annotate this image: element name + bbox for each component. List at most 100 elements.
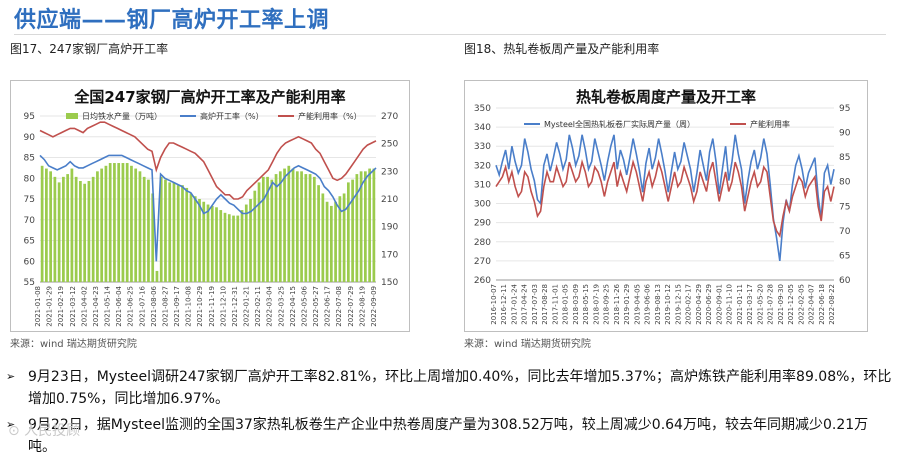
- bar: [210, 205, 214, 282]
- bar: [274, 174, 278, 282]
- x-axis-tick-label: 2017-08-28: [541, 284, 549, 325]
- x-axis-tick-label: 2021-10-29: [196, 286, 204, 327]
- bar: [155, 270, 159, 282]
- x-axis-tick-label: 2021-08-06: [150, 285, 158, 326]
- x-axis-tick-label: 2018-01-05: [562, 284, 570, 325]
- figure-17-label: 图17、247家钢厂高炉开工率: [10, 42, 169, 56]
- bar: [185, 187, 189, 282]
- bar: [236, 215, 240, 282]
- x-axis-tick-label: 2022-05-27: [312, 286, 320, 327]
- bar: [304, 174, 308, 282]
- x-axis-tick-label: 2021-04-02: [80, 286, 88, 327]
- right-axis-tick-label: 230: [381, 167, 398, 177]
- bar: [346, 182, 350, 282]
- x-axis-tick-label: 2021-07-28: [767, 284, 775, 325]
- bar: [96, 171, 99, 282]
- x-axis-tick-label: 2021-12-10: [219, 286, 227, 327]
- bullet-1-text: 9月23日，Mysteel调研247家钢厂高炉开工率82.81%，环比上周增加0…: [28, 369, 892, 407]
- bar: [215, 207, 218, 282]
- right-axis-tick-label: 80: [839, 178, 851, 188]
- bar: [113, 163, 116, 282]
- left-axis-tick-label: 280: [474, 238, 491, 248]
- bar: [172, 182, 176, 282]
- left-axis-tick-label: 90: [24, 133, 36, 143]
- left-axis-tick-label: 340: [474, 123, 491, 133]
- x-axis-tick-label: 2018-07-19: [592, 284, 600, 325]
- left-axis-tick-label: 75: [24, 195, 35, 205]
- series-line-capacity-utilization: [495, 159, 835, 238]
- bar: [151, 193, 155, 282]
- figure-17-source: 来源：wind 瑞达期货研究院: [10, 339, 137, 350]
- right-axis-tick-label: 65: [839, 251, 850, 261]
- x-axis-tick-label: 2019-10-12: [664, 284, 672, 325]
- bar: [334, 201, 337, 282]
- left-axis-tick-label: 290: [474, 219, 491, 229]
- legend-label: 日均铁水产量（万吨）: [82, 111, 162, 121]
- chart-title: 全国247家钢厂高炉开工率及产能利用率: [73, 88, 345, 106]
- x-axis-tick-label: 2021-11-19: [208, 286, 216, 327]
- x-axis-tick-label: 2017-01-24: [510, 283, 518, 324]
- bar: [312, 176, 316, 282]
- bar: [329, 205, 333, 282]
- watermark-logo: ⊙ 人民投顾: [8, 423, 81, 439]
- legend-label: Mysteel全国热轧板卷厂实际周产量（周）: [544, 119, 695, 129]
- bar: [266, 176, 269, 282]
- x-axis-tick-label: 2016-10-07: [490, 284, 498, 325]
- left-axis-tick-label: 270: [474, 257, 491, 267]
- bar: [130, 165, 133, 282]
- x-axis-tick-label: 2021-01-11: [736, 284, 744, 325]
- title-divider: [14, 34, 886, 35]
- left-axis-tick-label: 70: [24, 216, 36, 226]
- x-axis-tick-label: 2019-01-29: [623, 284, 631, 325]
- left-axis-tick-label: 350: [474, 104, 491, 114]
- right-axis-tick-label: 190: [381, 223, 398, 233]
- bar: [223, 212, 227, 282]
- x-axis-tick-label: 2021-05-14: [104, 285, 112, 326]
- bar: [240, 210, 244, 282]
- x-axis-tick-label: 2022-07-29: [347, 286, 355, 327]
- right-axis-tick-label: 150: [381, 278, 398, 288]
- x-axis-tick-label: 2021-09-30: [777, 284, 785, 325]
- bar: [159, 176, 163, 282]
- bar: [249, 199, 252, 282]
- bullet-1: ➢ 9月23日，Mysteel调研247家钢厂高炉开工率82.81%，环比上周增…: [6, 366, 892, 410]
- x-axis-tick-label: 2019-12-15: [674, 284, 682, 325]
- x-axis-tick-label: 2021-02-19: [57, 286, 65, 327]
- x-axis-tick-label: 2020-11-10: [726, 284, 734, 325]
- bar: [70, 168, 74, 282]
- bar: [91, 176, 95, 282]
- right-axis-tick-label: 75: [839, 202, 850, 212]
- x-axis-tick-label: 2021-12-05: [787, 284, 795, 325]
- bar: [355, 174, 359, 282]
- x-axis-tick-label: 2022-06-18: [818, 284, 826, 325]
- left-axis-tick-label: 260: [474, 276, 491, 286]
- bar: [342, 193, 346, 282]
- bar: [193, 196, 197, 282]
- chart1-svg: 全国247家钢厂高炉开工率及产能利用率 55 60 65 70 75 80 85 90 95 150…: [10, 80, 410, 332]
- page-title: 供应端——钢厂高炉开工率上调: [14, 8, 330, 33]
- x-axis-tick-label: 2021-03-12: [69, 286, 77, 327]
- right-axis-tick-label: 270: [381, 112, 398, 122]
- bar: [206, 204, 210, 282]
- x-axis-tick-label: 2016-12-11: [500, 284, 508, 325]
- left-axis-tick-label: 300: [474, 200, 491, 210]
- x-axis-tick-label: 2022-07-08: [335, 286, 343, 327]
- bar: [104, 165, 108, 282]
- x-axis-tick-label: 2017-07-03: [531, 284, 539, 325]
- left-axis-tick-label: 55: [24, 278, 35, 288]
- bullet-2-text: 9月22日，据Mysteel监测的全国37家热轧板卷生产企业中热卷周度产量为30…: [28, 417, 869, 455]
- x-axis-tick-label: 2020-09-01: [715, 284, 723, 325]
- bar: [142, 176, 146, 282]
- left-axis-tick-label: 95: [24, 112, 35, 122]
- x-axis-tick-label: 2022-09-09: [370, 286, 378, 327]
- x-axis-tick-label: 2022-08-19: [358, 286, 366, 327]
- x-axis-tick-label: 2018-11-26: [613, 283, 621, 324]
- bar: [62, 176, 65, 282]
- bar: [87, 181, 91, 282]
- left-axis-tick-label: 80: [24, 174, 36, 184]
- bar: [121, 163, 125, 282]
- x-axis-tick-label: 2021-04-23: [92, 286, 100, 327]
- bar: [270, 179, 274, 282]
- x-axis-tick-label: 2021-03-17: [746, 284, 754, 325]
- legend-label: 产能利用率: [750, 119, 790, 129]
